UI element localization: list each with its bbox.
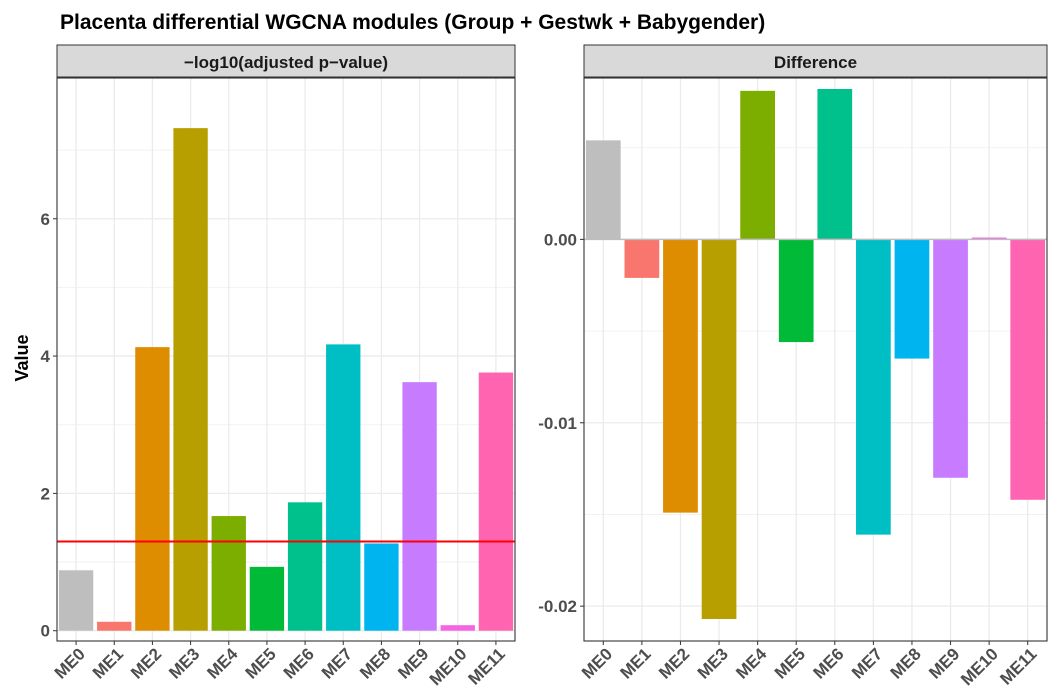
x-tick-label: ME8 — [356, 644, 394, 682]
bar-me7 — [326, 344, 361, 631]
x-tick-label: ME7 — [318, 644, 356, 682]
bar-me2 — [135, 347, 170, 631]
bar-me4 — [740, 90, 775, 240]
x-tick-label: ME3 — [165, 644, 203, 682]
bar-me0 — [585, 140, 621, 240]
panel-background — [584, 78, 1047, 641]
panel-border — [56, 77, 516, 642]
strip-label: −log10(adjusted p−value) — [184, 53, 388, 72]
x-tick-label: ME5 — [242, 644, 280, 682]
x-tick-label: ME2 — [655, 644, 693, 682]
x-tick-label: ME1 — [89, 644, 127, 682]
y-tick-label: 4 — [41, 347, 51, 366]
y-tick-label: 0 — [41, 622, 50, 641]
bar-me10 — [440, 625, 475, 631]
panel-border — [583, 77, 1048, 642]
strip-label: Difference — [774, 53, 857, 72]
chart-title: Placenta differential WGCNA modules (Gro… — [60, 11, 765, 34]
bar-me10 — [971, 237, 1007, 240]
bar-me9 — [402, 382, 437, 631]
x-tick-label: ME2 — [127, 644, 165, 682]
bar-me5 — [778, 239, 814, 343]
bar-me9 — [933, 239, 968, 478]
bar-me6 — [287, 502, 323, 631]
x-tick-label: ME11 — [996, 644, 1040, 688]
x-tick-label: ME4 — [732, 644, 771, 683]
x-tick-label: ME6 — [280, 644, 318, 682]
bar-me11 — [478, 372, 514, 631]
bar-me1 — [97, 621, 132, 631]
x-tick-label: ME1 — [617, 644, 655, 682]
y-axis-title: Value — [12, 334, 32, 381]
x-tick-label: ME5 — [771, 644, 809, 682]
x-tick-label: ME8 — [887, 644, 925, 682]
panel-neglog10-padj: −log10(adjusted p−value) 0 2 4 6 ME0 ME1 ME2 ME3… — [41, 44, 516, 689]
bar-me0 — [58, 570, 94, 631]
x-tick-label: ME3 — [694, 644, 732, 682]
x-tick-label: ME4 — [203, 644, 242, 683]
bar-me4 — [211, 516, 246, 631]
y-tick-label: 2 — [41, 484, 50, 503]
bar-me6 — [817, 89, 853, 240]
bar-me5 — [249, 566, 285, 631]
bar-me8 — [894, 239, 930, 359]
x-tick-label: ME10 — [957, 644, 1002, 689]
y-tick-label: 0.00 — [544, 230, 577, 249]
x-tick-label: ME0 — [578, 644, 616, 682]
y-tick-label: 6 — [41, 210, 50, 229]
bar-me7 — [856, 239, 891, 535]
strip-background — [56, 44, 516, 78]
x-tick-label: ME7 — [848, 644, 886, 682]
panel-background — [57, 78, 515, 641]
x-tick-label: ME11 — [465, 644, 509, 688]
bar-me1 — [624, 239, 660, 278]
bar-me8 — [364, 543, 399, 631]
x-tick-label: ME6 — [809, 644, 847, 682]
y-tick-label: -0.01 — [538, 414, 577, 433]
bar-me3 — [701, 239, 737, 619]
x-tick-label: ME10 — [426, 644, 471, 689]
y-tick-label: -0.02 — [538, 597, 577, 616]
strip-background — [583, 44, 1048, 78]
x-tick-label: ME0 — [51, 644, 89, 682]
bar-me11 — [1010, 239, 1046, 500]
bar-me2 — [663, 239, 698, 513]
bar-me3 — [173, 128, 208, 631]
